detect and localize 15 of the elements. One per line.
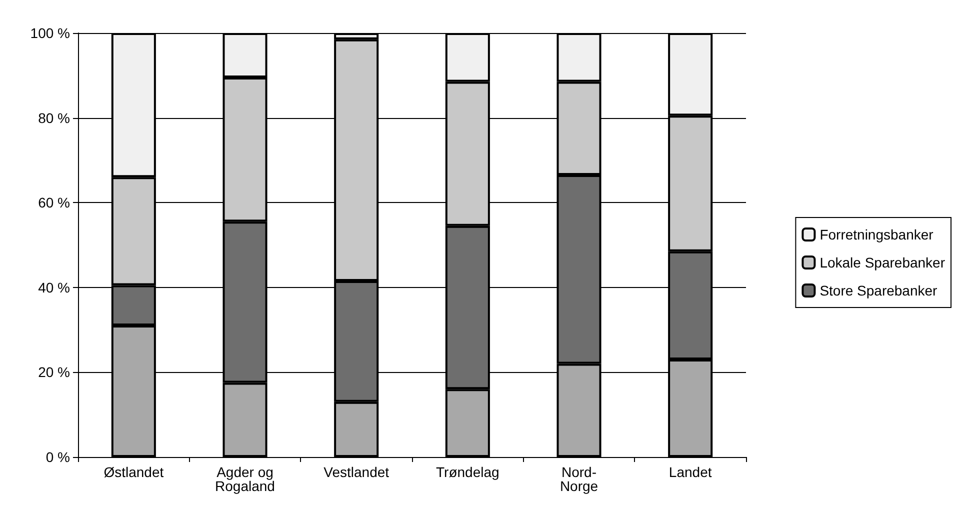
x-tick-label: Nord-Norge	[560, 464, 598, 494]
y-tick-label: 60 %	[38, 194, 70, 211]
legend-label: Forretningsbanker	[820, 226, 934, 242]
x-tick-label: Vestlandet	[324, 464, 390, 480]
x-tick-label: Landet	[668, 464, 712, 480]
legend-label: Lokale Sparebanker	[820, 254, 946, 270]
x-tick-label: Trøndelag	[436, 464, 500, 480]
x-tick-label: Østlandet	[104, 464, 164, 480]
y-tick-label: 0 %	[46, 449, 70, 465]
y-tick-label: 100 %	[30, 25, 70, 41]
y-tick-label: 40 %	[38, 279, 70, 296]
legend-label: Store Sparebanker	[820, 282, 938, 298]
y-tick-label: 80 %	[38, 110, 70, 126]
x-tick-label: Agder og Rogaland	[215, 464, 275, 494]
y-tick-label: 20 %	[38, 364, 70, 380]
